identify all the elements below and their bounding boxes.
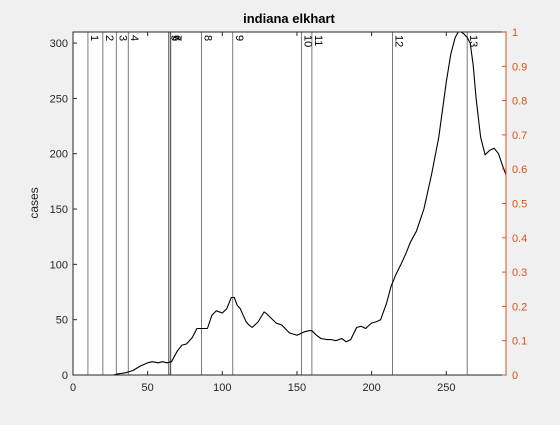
x-tick-label: 100	[213, 382, 231, 394]
event-label-3: 3	[116, 35, 128, 41]
series-line-0	[113, 31, 507, 376]
chart-title: indiana elkhart	[243, 11, 335, 26]
event-label-12: 12	[393, 35, 405, 47]
event-label-11: 11	[312, 35, 324, 46]
y2-tick-label: 0.4	[512, 233, 527, 245]
y-tick-label: 0	[62, 370, 68, 382]
event-label-8: 8	[201, 35, 213, 41]
y2-tick-label: 0	[512, 370, 518, 382]
x-tick-label: 250	[437, 382, 455, 394]
y-tick-label: 150	[50, 204, 68, 216]
y-tick-label: 50	[56, 315, 68, 327]
event-label-4: 4	[128, 35, 140, 41]
x-tick-label: 0	[70, 382, 76, 394]
y-tick-label: 300	[50, 38, 68, 50]
event-label-1: 1	[88, 35, 100, 41]
y2-tick-label: 0.9	[512, 61, 527, 73]
y-tick-label: 100	[50, 259, 68, 271]
y2-tick-label: 0.1	[512, 336, 527, 348]
event-label-2: 2	[103, 35, 115, 41]
y2-tick-label: 0.3	[512, 267, 527, 279]
y-axis-right: 0 0.1 0.2 0.3 0.4 0.5 0.6 0.7 0.8 0.9 1	[502, 27, 527, 382]
event-label-7: 7	[171, 35, 183, 41]
y2-tick-label: 1	[512, 27, 518, 39]
event-label-10: 10	[301, 35, 313, 47]
x-tick-label: 150	[288, 382, 306, 394]
y2-tick-label: 0.6	[512, 164, 527, 176]
y2-tick-label: 0.8	[512, 96, 527, 108]
event-label-9: 9	[233, 35, 245, 41]
x-axis: 0 50 100 150 200 250	[70, 32, 455, 394]
y-axis-label: cases	[27, 187, 41, 218]
y-axis-left: 0 50 100 150 200 250 300	[50, 38, 77, 382]
series-group	[113, 31, 507, 376]
y-tick-label: 200	[50, 149, 68, 161]
event-label-5: 5	[169, 35, 181, 41]
event-label-6: 6	[170, 35, 182, 41]
y2-tick-label: 0.2	[512, 301, 527, 313]
y-tick-label: 250	[50, 93, 68, 105]
plot-area	[73, 32, 506, 375]
x-tick-label: 50	[142, 382, 154, 394]
y2-tick-label: 0.5	[512, 199, 527, 211]
y2-tick-label: 0.7	[512, 130, 527, 142]
x-tick-label: 200	[362, 382, 380, 394]
